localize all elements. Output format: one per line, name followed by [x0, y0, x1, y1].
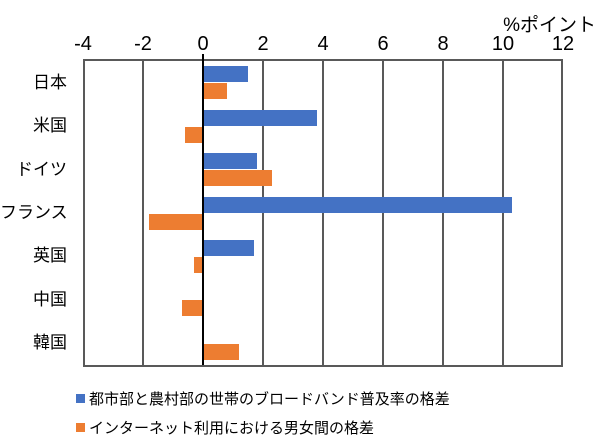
legend: 都市部と農村部の世帯のブロードバンド普及率の格差 インターネット利用における男女… — [76, 384, 450, 442]
category-label: 韓国 — [33, 333, 67, 353]
x-tick-label: 12 — [551, 33, 575, 55]
x-tick-label: 2 — [257, 33, 269, 55]
bar-orange — [203, 170, 272, 187]
x-tick-label: 10 — [491, 33, 515, 55]
category-label: 英国 — [33, 246, 67, 266]
bar-orange — [149, 213, 203, 230]
bar-blue — [203, 109, 317, 126]
legend-item-broadband-gap: 都市部と農村部の世帯のブロードバンド普及率の格差 — [76, 384, 450, 413]
bar-orange — [203, 83, 227, 100]
x-tick-label: -2 — [134, 33, 152, 55]
gridline — [262, 61, 264, 365]
x-tick-label: -4 — [74, 33, 92, 55]
bar-blue — [203, 66, 248, 83]
gridline — [382, 61, 384, 365]
x-tick-label: 8 — [437, 33, 449, 55]
gridline — [322, 61, 324, 365]
legend-swatch-orange — [76, 423, 85, 432]
category-label: 中国 — [33, 289, 67, 309]
plot-area — [83, 59, 563, 367]
gridline — [142, 61, 144, 365]
bar-blue — [203, 196, 512, 213]
bar-blue — [203, 153, 257, 170]
zero-axis-line — [202, 54, 204, 365]
gridline — [502, 61, 504, 365]
bar-orange — [203, 343, 239, 360]
legend-item-gender-gap: インターネット利用における男女間の格差 — [76, 413, 450, 442]
category-label: 米国 — [33, 116, 67, 136]
legend-label: インターネット利用における男女間の格差 — [89, 420, 375, 437]
category-label: 日本 — [33, 72, 67, 92]
category-label: ドイツ — [16, 159, 67, 179]
gridline — [442, 61, 444, 365]
legend-label: 都市部と農村部の世帯のブロードバンド普及率の格差 — [89, 391, 450, 408]
bar-orange — [185, 126, 203, 143]
bar-blue — [203, 239, 254, 256]
legend-swatch-blue — [76, 394, 85, 403]
axis-unit-label: %ポイント — [503, 15, 596, 36]
bar-orange — [194, 256, 203, 273]
bar-orange — [182, 300, 203, 317]
x-tick-label: 4 — [317, 33, 329, 55]
x-tick-label: 0 — [197, 33, 209, 55]
x-tick-label: 6 — [377, 33, 389, 55]
category-label: フランス — [0, 203, 68, 222]
